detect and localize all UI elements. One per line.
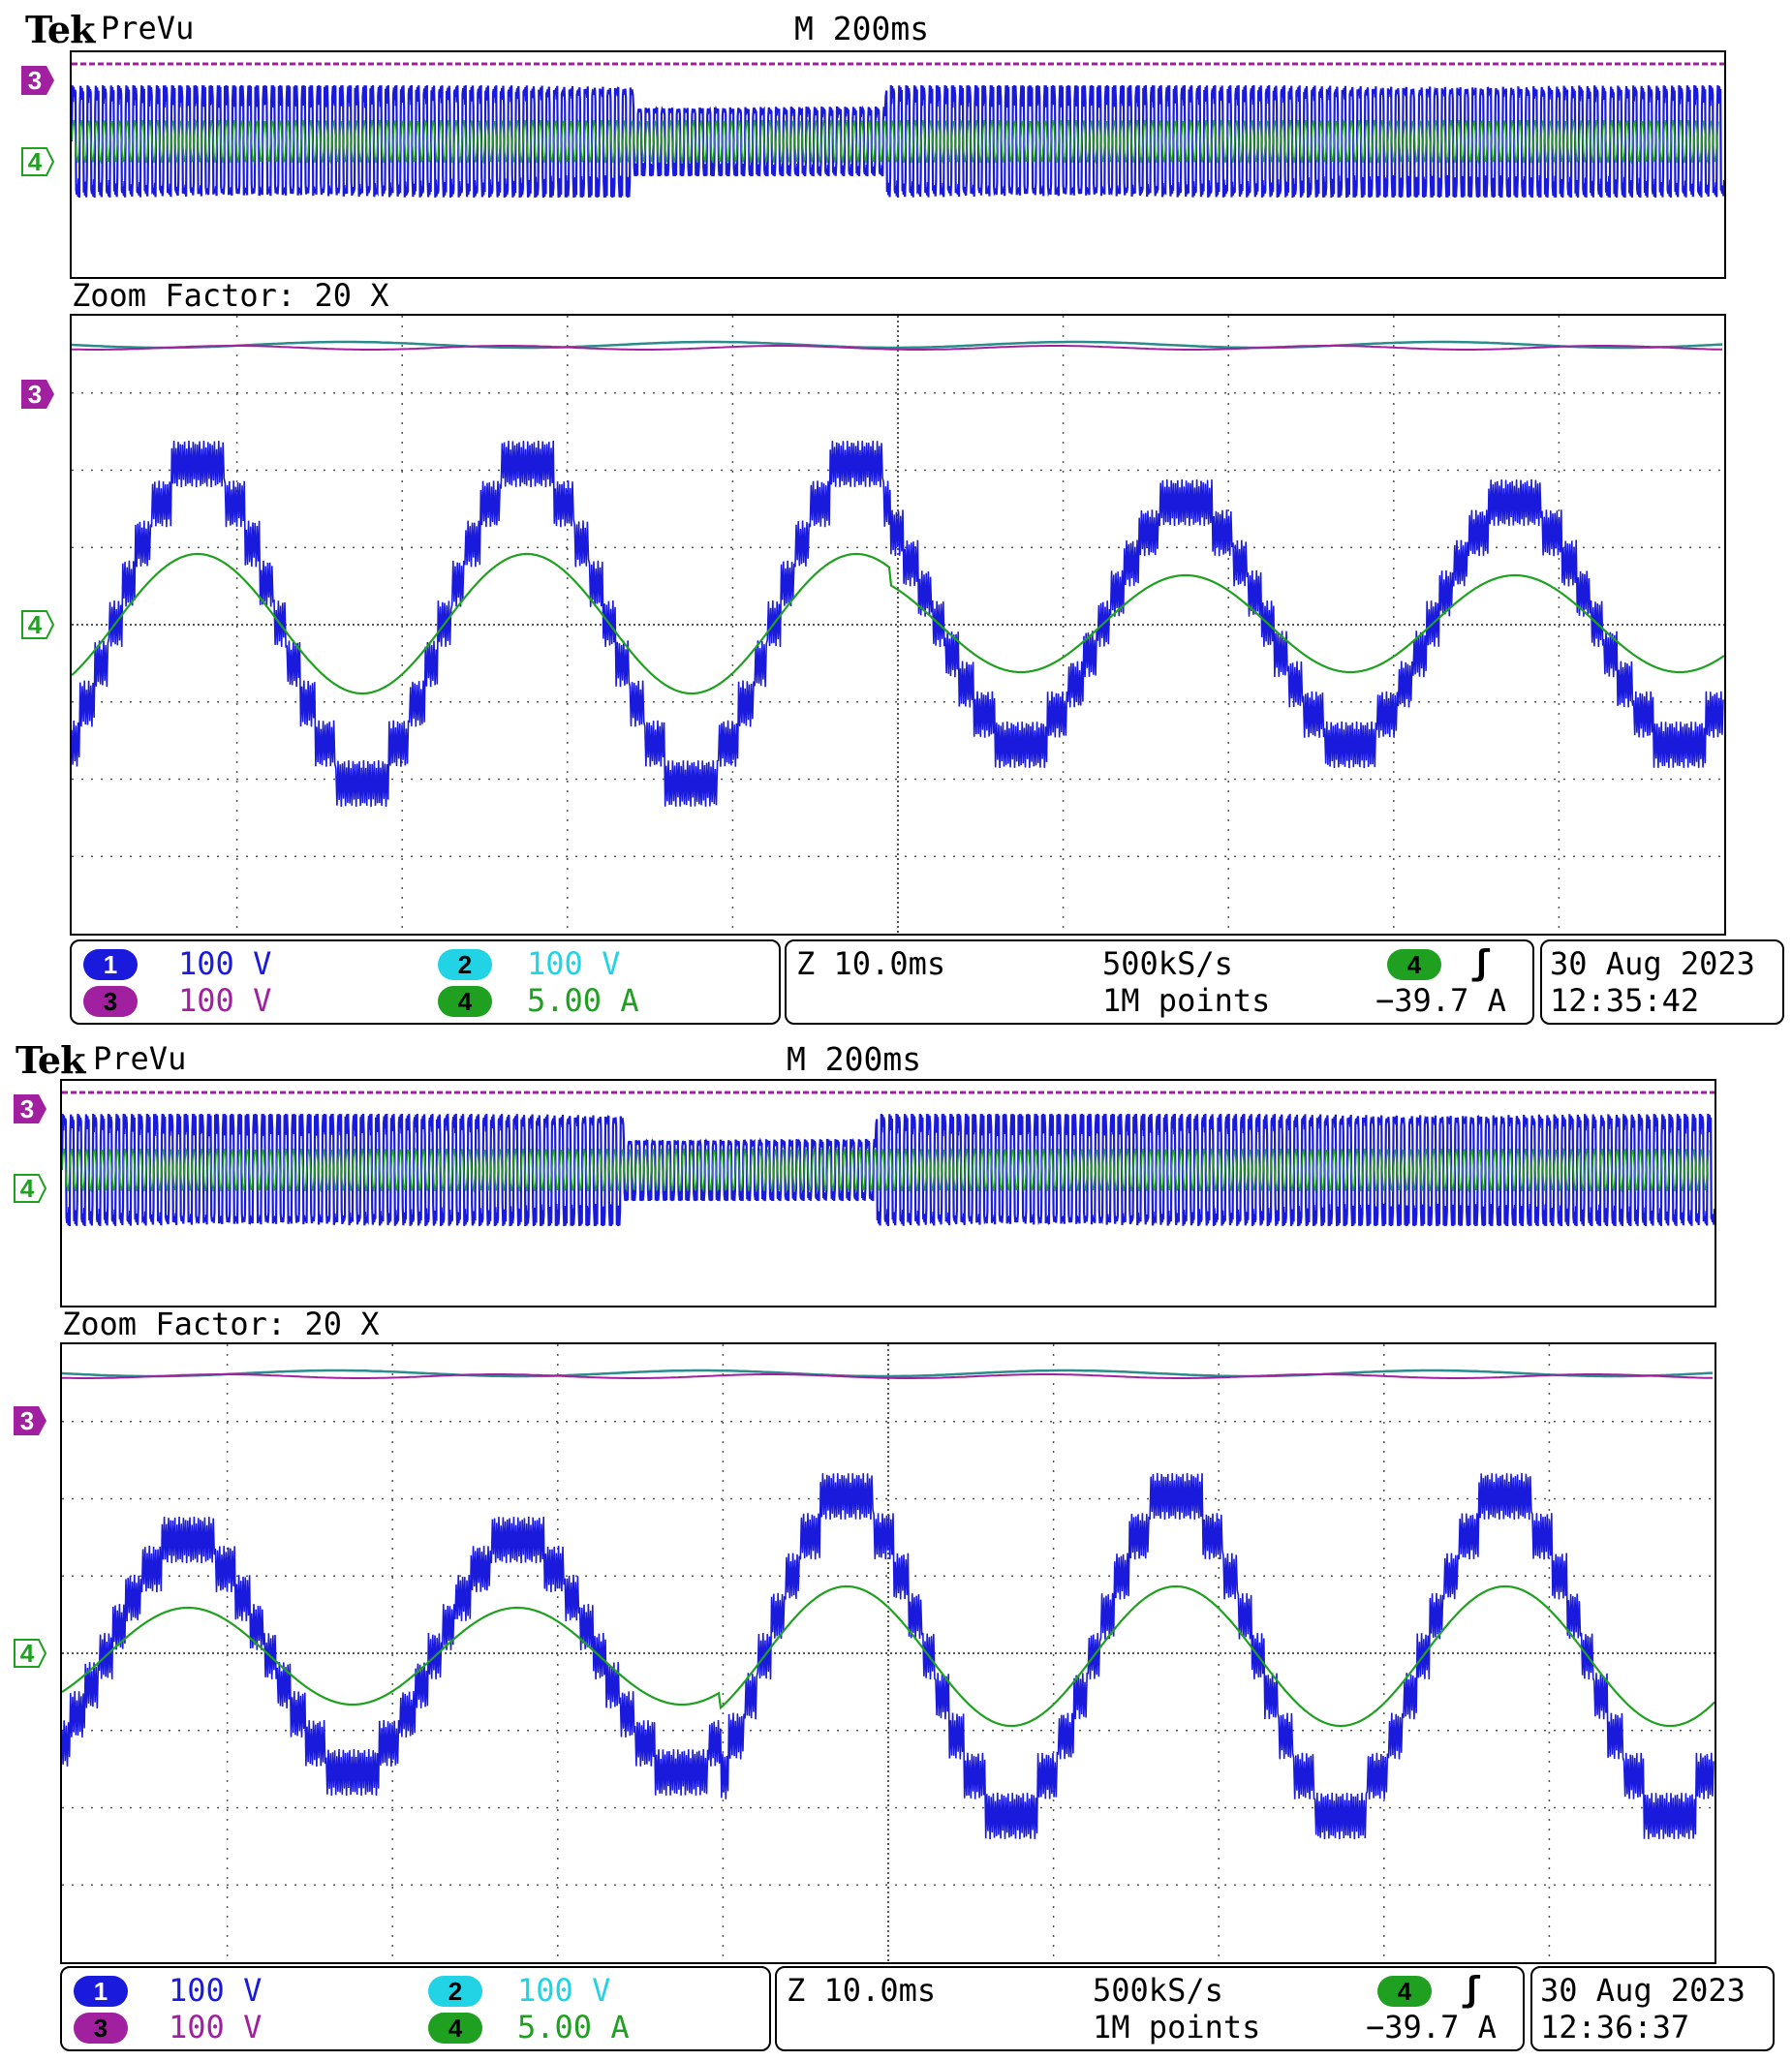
ch3-zoom-trace — [72, 345, 1722, 351]
ch2-zoom-trace — [72, 340, 1723, 350]
channel-readout-box: 1 100 V 2 100 V 3 100 V 4 5.00 A — [70, 939, 781, 1025]
channel-2-badge[interactable]: 2 — [428, 1976, 482, 2007]
capture-date: 30 Aug 2023 — [1540, 1972, 1746, 2009]
channel-3-marker-overview: 3 — [14, 1094, 46, 1123]
acquisition-readout-box: Z 10.0ms 500kS/s 1M points 4 ʃ −39.7 A — [775, 1966, 1525, 2051]
capture-date: 30 Aug 2023 — [1550, 945, 1755, 982]
overview-waveform — [72, 62, 1724, 199]
overview-waveform-panel — [70, 50, 1726, 279]
channel-1-badge[interactable]: 1 — [74, 1976, 128, 2007]
overview-waveform — [62, 1091, 1715, 1227]
rising-edge-icon: ʃ — [1470, 943, 1492, 983]
date-time-box: 30 Aug 2023 12:35:42 — [1540, 939, 1784, 1025]
ch1-zoom-trace — [72, 440, 1724, 808]
channel-2-scale: 100 V — [527, 945, 621, 982]
zoom-time-scale: Z 10.0ms — [796, 945, 946, 982]
channel-4-scale: 5.00 A — [527, 982, 639, 1019]
zoom-waveform-panel — [60, 1342, 1716, 1964]
channel-4-marker-zoom: 4 — [14, 1639, 46, 1668]
scope-screen-2: Tek PreVu M 200ms 3 4 Zoom Factor: 20 X … — [0, 1030, 1792, 2061]
capture-time: 12:36:37 — [1540, 2009, 1690, 2046]
trigger-level: −39.7 A — [1375, 982, 1506, 1019]
timebase-label: M 200ms — [794, 10, 930, 47]
channel-3-marker-zoom: 3 — [21, 380, 54, 409]
ch4-zoom-trace — [72, 552, 1724, 695]
zoom-factor-label: Zoom Factor: 20 X — [62, 1306, 380, 1342]
channel-1-scale: 100 V — [178, 945, 272, 982]
channel-3-scale: 100 V — [178, 982, 272, 1019]
channel-3-badge[interactable]: 3 — [74, 2013, 128, 2044]
channel-4-marker-zoom: 4 — [21, 610, 54, 639]
ch1-overview-trace — [62, 1113, 1715, 1227]
scope-screen-1: Tek PreVu M 200ms 3 4 Zoom Factor: 20 X … — [0, 0, 1792, 1030]
channel-readout-box: 1 100 V 2 100 V 3 100 V 4 5.00 A — [60, 1966, 771, 2051]
ch4-overview-trace — [62, 1147, 1710, 1193]
channel-2-scale: 100 V — [517, 1972, 611, 2009]
channel-4-scale: 5.00 A — [517, 2009, 630, 2046]
sample-rate: 500kS/s — [1102, 945, 1233, 982]
channel-4-marker-overview: 4 — [14, 1174, 46, 1203]
channel-1-badge[interactable]: 1 — [83, 949, 138, 980]
channel-2-badge[interactable]: 2 — [438, 949, 492, 980]
trigger-level: −39.7 A — [1366, 2009, 1497, 2046]
ch1-zoom-trace — [62, 1472, 1715, 1840]
timebase-label: M 200ms — [787, 1040, 922, 1078]
ch4-zoom-trace — [62, 1584, 1715, 1728]
zoom-waveform-panel — [70, 314, 1726, 936]
channel-1-scale: 100 V — [169, 1972, 263, 2009]
ch2-zoom-trace — [62, 1369, 1714, 1378]
rising-edge-icon: ʃ — [1461, 1970, 1482, 2010]
record-length: 1M points — [1093, 2009, 1261, 2046]
date-time-box: 30 Aug 2023 12:36:37 — [1530, 1966, 1775, 2051]
zoom-waveform-graticule — [72, 316, 1724, 934]
channel-3-scale: 100 V — [169, 2009, 263, 2046]
channel-3-badge[interactable]: 3 — [83, 986, 138, 1017]
trigger-source-badge[interactable]: 4 — [1387, 949, 1441, 980]
channel-4-badge[interactable]: 4 — [438, 986, 492, 1017]
tek-logo: Tek — [15, 1038, 85, 1082]
channel-3-marker-zoom: 3 — [14, 1406, 46, 1435]
record-length: 1M points — [1102, 982, 1271, 1019]
ch3-zoom-trace — [62, 1373, 1713, 1379]
channel-4-badge[interactable]: 4 — [428, 2013, 482, 2044]
channel-4-marker-overview: 4 — [21, 147, 54, 176]
ch4-overview-trace — [72, 118, 1719, 165]
capture-time: 12:35:42 — [1550, 982, 1700, 1019]
overview-waveform-panel — [60, 1079, 1716, 1307]
sample-rate: 500kS/s — [1093, 1972, 1223, 2009]
zoom-factor-label: Zoom Factor: 20 X — [72, 277, 389, 314]
zoom-waveform-graticule — [62, 1344, 1715, 1962]
ch1-overview-trace — [72, 84, 1724, 199]
zoom-time-scale: Z 10.0ms — [787, 1972, 937, 2009]
acquisition-readout-box: Z 10.0ms 500kS/s 1M points 4 ʃ −39.7 A — [785, 939, 1534, 1025]
acquisition-mode: PreVu — [101, 10, 195, 46]
acquisition-mode: PreVu — [93, 1040, 187, 1077]
trigger-source-badge[interactable]: 4 — [1377, 1976, 1432, 2007]
tek-logo: Tek — [25, 8, 95, 51]
channel-3-marker-overview: 3 — [21, 66, 54, 95]
